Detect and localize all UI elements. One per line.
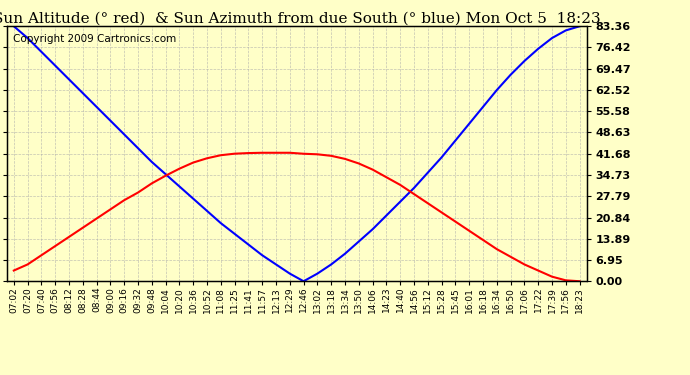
Text: Sun Altitude (° red)  & Sun Azimuth from due South (° blue) Mon Oct 5  18:23: Sun Altitude (° red) & Sun Azimuth from … <box>0 11 600 25</box>
Text: Copyright 2009 Cartronics.com: Copyright 2009 Cartronics.com <box>12 34 176 44</box>
